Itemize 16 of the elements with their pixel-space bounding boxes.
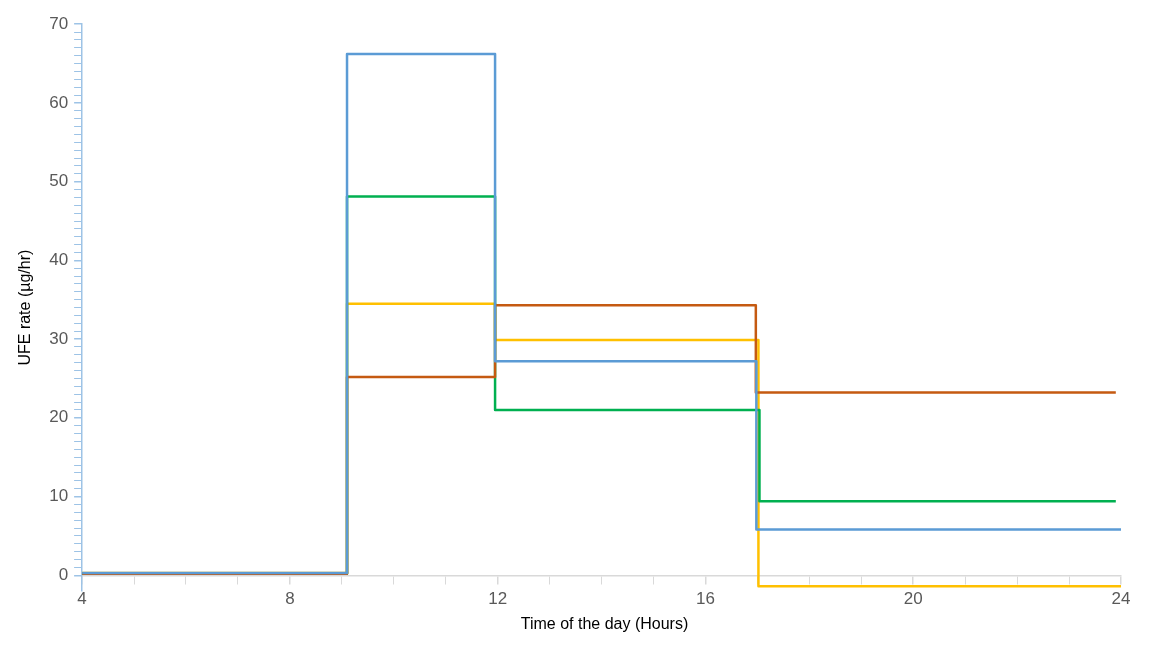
y-tick-label: 0 <box>58 564 69 584</box>
x-tick-label: 8 <box>285 589 295 609</box>
y-tick-label: 40 <box>49 250 69 270</box>
y-tick-label: 30 <box>49 328 69 348</box>
x-tick-label: 20 <box>903 589 923 609</box>
y-tick-label: 70 <box>49 13 69 33</box>
x-axis-title: Time of the day (Hours) <box>519 614 690 634</box>
x-tick-label: 4 <box>77 589 87 609</box>
y-tick-label: 20 <box>49 407 69 427</box>
x-tick-label: 24 <box>1111 589 1131 609</box>
y-tick-label: 50 <box>49 171 69 191</box>
y-axis-title: UFE rate (µg/hr) <box>16 249 34 366</box>
y-tick-label: 10 <box>49 486 69 506</box>
x-tick-label: 12 <box>488 589 508 609</box>
x-tick-label: 16 <box>695 589 715 609</box>
y-tick-label: 60 <box>49 92 69 112</box>
